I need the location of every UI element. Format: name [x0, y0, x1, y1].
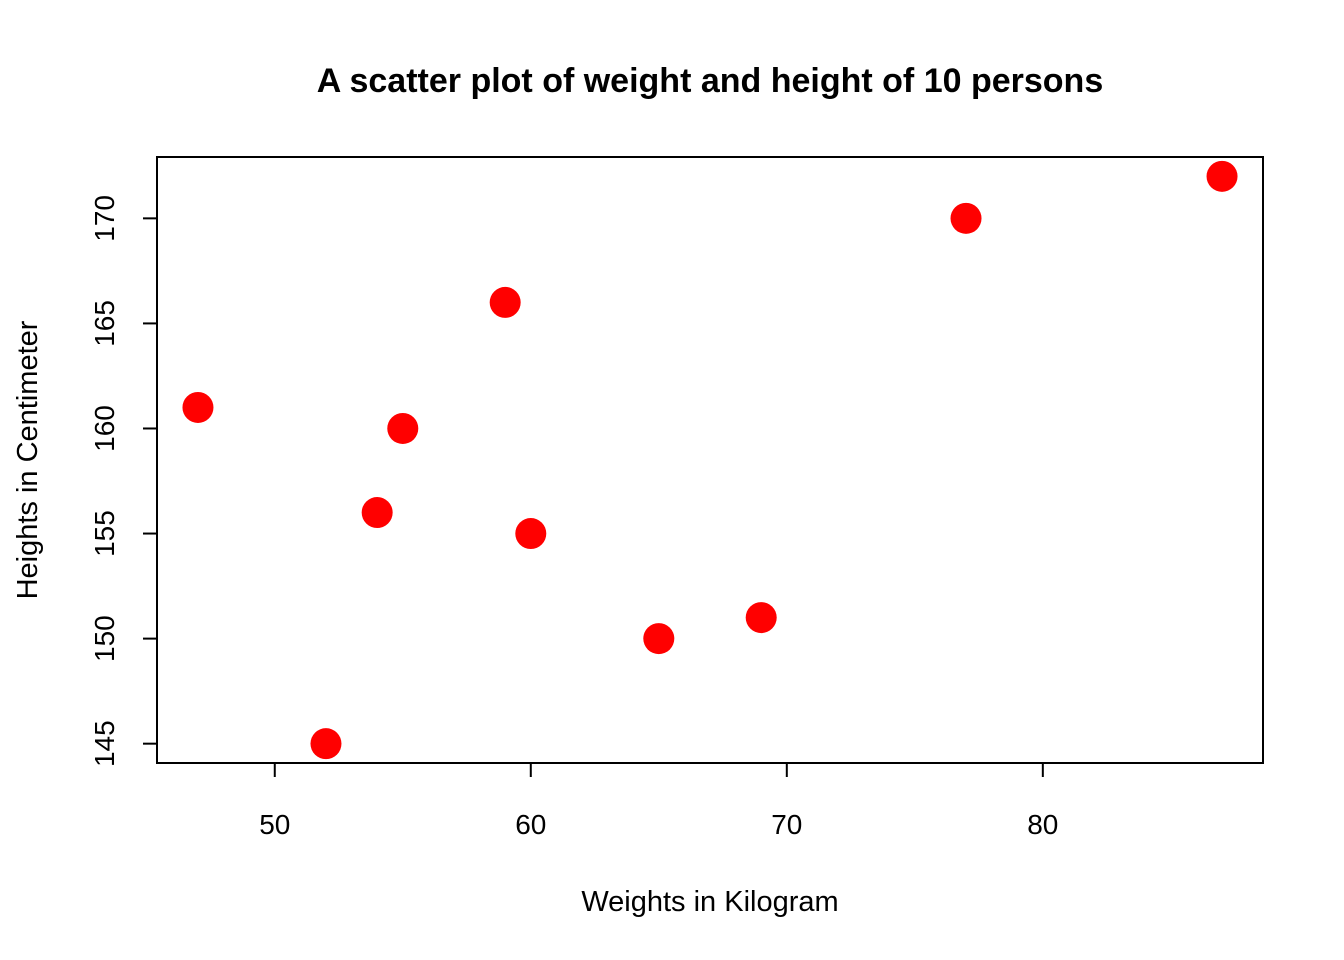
x-axis-label: Weights in Kilogram	[581, 886, 838, 918]
data-points	[182, 160, 1238, 760]
data-point	[310, 728, 342, 760]
y-tick-label: 170	[89, 195, 120, 242]
chart-title: A scatter plot of weight and height of 1…	[317, 62, 1103, 100]
data-point	[643, 623, 675, 655]
x-tick-label: 70	[771, 809, 802, 840]
x-tick-label: 50	[259, 809, 290, 840]
data-point	[1206, 160, 1238, 192]
data-point	[387, 412, 419, 444]
y-tick-label: 145	[89, 720, 120, 767]
data-point	[745, 602, 777, 634]
data-point	[182, 391, 214, 423]
x-axis: 50 60 70 80	[259, 762, 1058, 840]
y-tick-label: 155	[89, 510, 120, 557]
x-tick-label: 60	[515, 809, 546, 840]
y-axis: 145 150 155 160 165 170	[89, 195, 158, 767]
data-point	[950, 202, 982, 234]
plot-frame	[156, 156, 1264, 764]
data-point	[361, 497, 393, 529]
data-point	[515, 518, 547, 550]
y-axis-label: Heights in Centimeter	[12, 320, 44, 599]
x-tick-label: 80	[1027, 809, 1058, 840]
y-tick-label: 160	[89, 405, 120, 452]
y-tick-label: 150	[89, 615, 120, 662]
y-tick-label: 165	[89, 300, 120, 347]
data-point	[489, 286, 521, 318]
